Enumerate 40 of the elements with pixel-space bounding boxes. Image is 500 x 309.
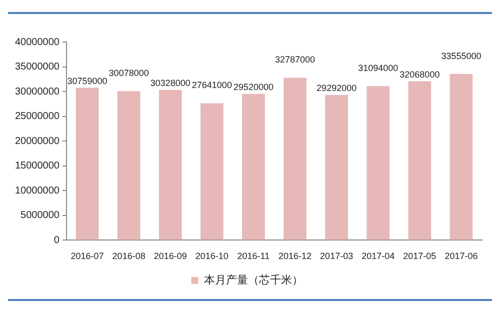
y-tick-label: 40000000 bbox=[14, 36, 60, 48]
y-tick-label: 30000000 bbox=[14, 86, 60, 98]
data-label: 27641000 bbox=[192, 80, 232, 90]
bar bbox=[76, 88, 99, 240]
bar bbox=[408, 81, 432, 240]
y-tick-label: 10000000 bbox=[14, 185, 60, 196]
bar bbox=[200, 103, 224, 240]
data-label: 30078000 bbox=[108, 68, 149, 78]
legend-label: 本月产量（芯千米） bbox=[204, 274, 303, 287]
bar bbox=[284, 78, 306, 240]
x-tick-label: 2016-10 bbox=[195, 251, 228, 262]
data-label: 33555000 bbox=[441, 50, 482, 61]
x-tick-label: 2016-08 bbox=[112, 251, 146, 262]
y-tick-label: 25000000 bbox=[14, 111, 60, 122]
data-label: 30759000 bbox=[67, 76, 108, 86]
y-tick-label: 0 bbox=[54, 234, 60, 246]
x-tick-label: 2017-03 bbox=[320, 251, 354, 262]
y-tick-label: 5000000 bbox=[20, 210, 60, 222]
bar bbox=[450, 74, 473, 240]
x-tick-label: 2016-07 bbox=[70, 251, 104, 262]
bar bbox=[325, 95, 348, 240]
x-tick-label: 2016-12 bbox=[278, 251, 312, 262]
bar bbox=[366, 86, 390, 240]
y-tick-label: 20000000 bbox=[14, 136, 60, 147]
x-tick-label: 2017-05 bbox=[403, 251, 436, 262]
data-label: 32787000 bbox=[275, 54, 316, 65]
x-tick-label: 2016-11 bbox=[237, 251, 270, 262]
y-tick-label: 35000000 bbox=[14, 62, 60, 73]
data-label: 31094000 bbox=[358, 63, 398, 74]
data-label: 32068000 bbox=[400, 69, 440, 80]
data-label: 29292000 bbox=[316, 83, 357, 94]
bar bbox=[242, 94, 265, 240]
bar bbox=[158, 90, 182, 240]
x-tick-label: 2016-09 bbox=[154, 251, 187, 262]
data-label: 30328000 bbox=[150, 78, 190, 88]
data-label: 29520000 bbox=[233, 82, 274, 92]
x-tick-label: 2017-06 bbox=[444, 251, 478, 262]
x-tick-label: 2017-04 bbox=[362, 251, 395, 262]
bar bbox=[117, 91, 140, 240]
y-tick-label: 15000000 bbox=[14, 160, 60, 172]
